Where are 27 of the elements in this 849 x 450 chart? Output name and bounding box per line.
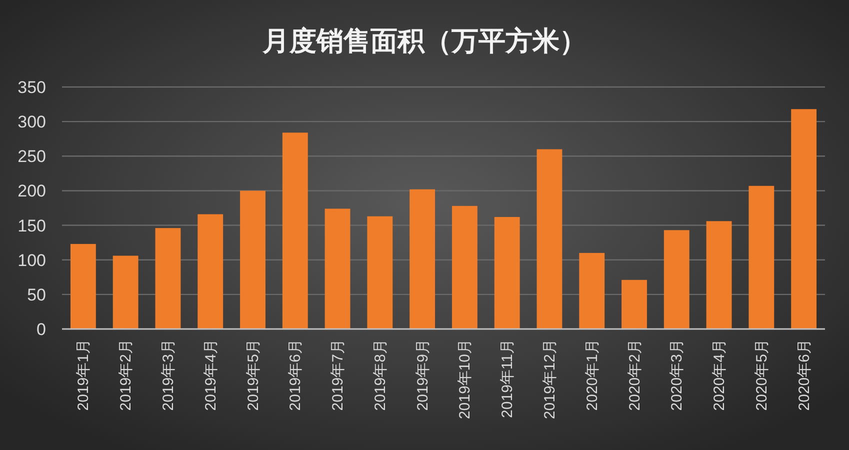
x-tick-label: 2019年3月 — [160, 339, 177, 411]
x-tick-label: 2019年11月 — [499, 339, 516, 418]
x-tick-label: 2020年3月 — [668, 339, 686, 411]
x-tick-label: 2019年7月 — [330, 339, 347, 411]
y-tick-label: 150 — [18, 216, 46, 236]
x-tick-label: 2019年2月 — [118, 339, 135, 411]
y-tick-label: 0 — [36, 320, 46, 339]
y-tick-label: 200 — [18, 182, 46, 201]
x-tick-label: 2020年1月 — [584, 339, 601, 411]
chart-title: 月度销售面积（万平方米） — [262, 26, 586, 56]
x-tick-label: 2019年9月 — [414, 339, 432, 411]
x-tick-label: 2020年4月 — [711, 339, 728, 411]
x-tick-label: 2019年1月 — [75, 339, 92, 411]
x-tick-label: 2019年10月 — [456, 339, 474, 420]
y-tick-label: 100 — [18, 250, 46, 270]
x-tick-label: 2020年6月 — [796, 339, 813, 411]
x-tick-label: 2019年5月 — [244, 339, 262, 411]
x-tick-label: 2019年8月 — [372, 339, 389, 411]
y-tick-label: 250 — [18, 147, 46, 166]
y-tick-label: 50 — [27, 285, 46, 304]
y-tick-label: 350 — [18, 78, 46, 97]
x-tick-label: 2019年12月 — [541, 339, 558, 420]
x-tick-label: 2020年2月 — [626, 339, 644, 411]
y-tick-label: 300 — [18, 112, 46, 132]
x-tick-label: 2019年6月 — [287, 339, 304, 411]
x-tick-label: 2020年5月 — [753, 339, 770, 411]
x-tick-label: 2019年4月 — [202, 339, 220, 411]
